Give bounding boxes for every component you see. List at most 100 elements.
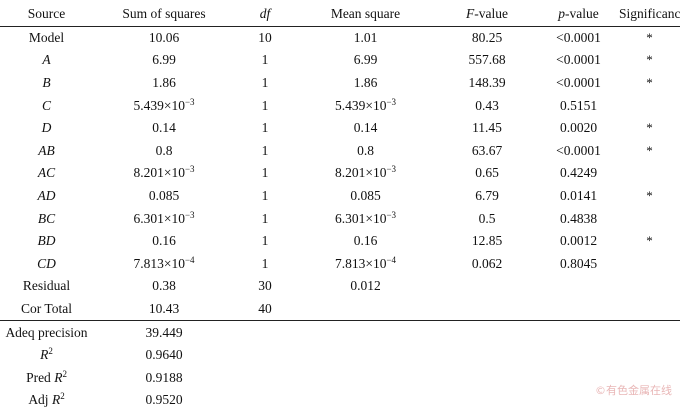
cell-sum-of-squares: 10.06	[93, 26, 235, 49]
cell-sum-of-squares: 0.14	[93, 117, 235, 140]
ms-value: 6.301×10	[334, 210, 387, 226]
cell-sum-of-squares: 1.86	[93, 72, 235, 95]
cell-f-value	[436, 275, 538, 298]
cell-sum-of-squares: 0.085	[93, 185, 235, 208]
cell-sum-of-squares: 7.813×10−4	[93, 253, 235, 276]
empty-cell	[235, 344, 295, 367]
cell-source: Cor Total	[21, 301, 72, 317]
cell-mean-square: 5.439×10−3	[295, 94, 436, 117]
table-row: BC 6.301×10−3 1 6.301×10−3 0.5 0.4838	[0, 207, 680, 230]
cell-mean-square: 6.99	[295, 49, 436, 72]
cell-significance	[619, 275, 680, 298]
summary-row: R2 0.9640	[0, 344, 680, 367]
cell-significance	[619, 253, 680, 276]
ms-value: 0.012	[350, 278, 381, 294]
cell-significance	[619, 298, 680, 321]
cell-mean-square	[295, 298, 436, 321]
cell-f-value: 12.85	[471, 233, 503, 249]
empty-cell	[295, 367, 436, 390]
cell-df: 1	[261, 233, 269, 249]
cell-df: 40	[258, 301, 272, 317]
col-mean-square: Mean square	[295, 3, 436, 27]
ms-value: 8.201×10	[334, 165, 387, 181]
summary-value: 0.9188	[145, 369, 183, 385]
anova-table: Source Sum of squares df Mean square F-v…	[0, 3, 680, 412]
ss-value: 0.8	[155, 142, 173, 158]
cell-mean-square: 6.301×10−3	[295, 207, 436, 230]
cell-df: 1	[261, 120, 269, 136]
table-row: Cor Total 10.43 40	[0, 298, 680, 321]
empty-cell	[619, 344, 680, 367]
cell-sum-of-squares: 6.301×10−3	[93, 207, 235, 230]
cell-f-value: 0.5	[478, 210, 496, 226]
empty-cell	[295, 344, 436, 367]
summary-label-text: Adeq precision	[5, 324, 88, 340]
ms-exponent: −3	[386, 164, 397, 175]
ss-value: 6.99	[152, 52, 176, 68]
col-df-italic: df	[259, 6, 271, 22]
col-f-rest: -value	[474, 6, 508, 22]
cell-significance: *	[646, 75, 653, 91]
summary-label: Adeq precision	[0, 320, 93, 344]
cell-f-value: 80.25	[471, 29, 503, 45]
ss-value: 5.439×10	[133, 97, 185, 113]
header-row: Source Sum of squares df Mean square F-v…	[0, 3, 680, 27]
ms-value: 0.16	[353, 233, 378, 249]
cell-sum-of-squares: 0.16	[93, 230, 235, 253]
ms-exponent: −4	[386, 254, 397, 265]
cell-p-value: 0.5151	[559, 97, 598, 113]
ss-exponent: −3	[184, 164, 195, 175]
cell-source: AC	[37, 165, 56, 181]
summary-row: Adj R2 0.9520	[0, 389, 680, 412]
summary-label-prefix: Adj	[28, 392, 52, 408]
cell-sum-of-squares: 0.8	[93, 140, 235, 163]
cell-p-value: 0.0012	[559, 233, 598, 249]
cell-f-value: 0.43	[475, 97, 499, 113]
ss-value: 0.38	[152, 278, 176, 294]
cell-significance	[619, 162, 680, 185]
cell-p-value: 0.8045	[559, 255, 598, 271]
cell-source: BD	[37, 233, 56, 249]
cell-f-value: 557.68	[468, 52, 506, 68]
cell-df: 1	[261, 75, 269, 91]
col-f-value: F-value	[436, 3, 538, 27]
cell-p-value: <0.0001	[556, 29, 601, 45]
ss-value: 10.43	[148, 301, 180, 317]
cell-df: 30	[258, 278, 272, 294]
ss-exponent: −3	[184, 96, 195, 107]
cell-mean-square: 0.8	[295, 140, 436, 163]
table-row: Model 10.06 10 1.01 80.25 <0.0001 *	[0, 26, 680, 49]
cell-sum-of-squares: 8.201×10−3	[93, 162, 235, 185]
cell-source: C	[41, 97, 51, 113]
cell-mean-square: 0.012	[295, 275, 436, 298]
col-p-italic: p	[558, 6, 565, 22]
col-sum-of-squares: Sum of squares	[93, 3, 235, 27]
summary-label-sup: 2	[60, 391, 65, 402]
cell-mean-square: 0.085	[295, 185, 436, 208]
summary-label-sup: 2	[62, 368, 67, 379]
cell-p-value: 0.4249	[559, 165, 598, 181]
ss-value: 6.301×10	[133, 210, 185, 226]
summary-label: R2	[0, 344, 93, 367]
cell-source: Residual	[22, 278, 71, 294]
cell-source: A	[42, 52, 51, 68]
cell-df: 1	[261, 97, 269, 113]
cell-df: 1	[261, 165, 269, 181]
ms-exponent: −3	[386, 209, 397, 220]
ms-value: 0.8	[357, 142, 374, 158]
cell-f-value: 6.79	[475, 188, 499, 204]
cell-significance: *	[646, 142, 653, 158]
cell-mean-square: 8.201×10−3	[295, 162, 436, 185]
cell-mean-square: 0.16	[295, 230, 436, 253]
ms-value: 1.01	[353, 29, 378, 45]
ms-value: 0.085	[350, 188, 381, 204]
cell-source: D	[41, 120, 52, 136]
cell-p-value: 0.4838	[559, 210, 598, 226]
empty-cell	[235, 320, 295, 344]
cell-df: 1	[261, 52, 269, 68]
cell-mean-square: 0.14	[295, 117, 436, 140]
cell-f-value	[436, 298, 538, 321]
ss-exponent: −4	[184, 254, 195, 265]
cell-significance: *	[646, 233, 653, 249]
cell-f-value: 63.67	[471, 142, 503, 158]
